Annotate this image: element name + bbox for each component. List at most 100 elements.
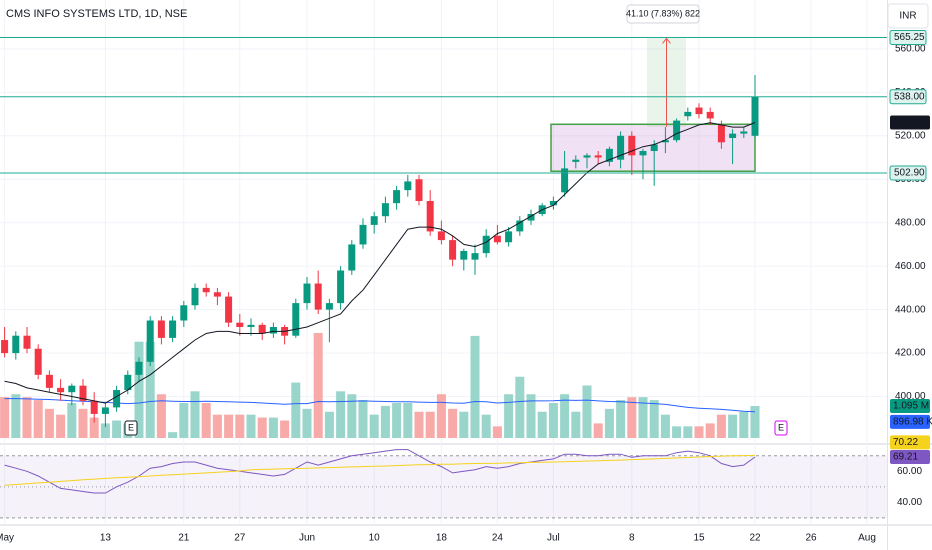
candle-body — [314, 283, 322, 310]
rsi-ma-line — [4, 454, 756, 486]
currency-button[interactable] — [887, 3, 929, 29]
volume-bar — [11, 394, 21, 438]
price-label: 565.25 — [894, 32, 925, 43]
rsi-ma-label-box — [890, 435, 930, 450]
x-tick-label: 13 — [100, 533, 112, 544]
volume-bar — [89, 417, 99, 438]
candle-body — [751, 96, 759, 136]
candle-body — [135, 361, 143, 375]
candle-body — [594, 155, 602, 158]
candle-body — [449, 240, 457, 260]
candle-body — [157, 320, 165, 338]
measure-arrowhead — [662, 37, 671, 44]
candle-body — [124, 374, 132, 391]
volume-bar — [660, 414, 670, 438]
candle-body — [673, 120, 681, 141]
volume-bar — [470, 335, 480, 438]
volume-bar — [268, 417, 278, 438]
earnings-marker: E — [128, 422, 134, 432]
price-label-box — [889, 165, 927, 181]
measure-label-box — [626, 4, 700, 24]
candle-body — [258, 324, 266, 334]
candle-body — [303, 283, 311, 304]
candle-body — [101, 407, 109, 414]
price-label: 538.00 — [894, 91, 925, 102]
volume-bar — [313, 332, 323, 438]
volume-bar — [750, 406, 760, 438]
candle-body — [337, 270, 345, 304]
volume-bar — [649, 400, 659, 438]
volume-bar — [33, 400, 43, 438]
volume-bar — [739, 411, 749, 438]
x-tick-label: 24 — [492, 533, 504, 544]
volume-bar — [336, 391, 346, 438]
candle-body — [247, 324, 255, 328]
volume-bar — [582, 385, 592, 438]
volume-bar — [0, 397, 10, 438]
volume-bar — [257, 417, 267, 438]
volume-bar — [504, 394, 514, 438]
y-tick-label: 460.00 — [895, 261, 926, 272]
volume-bar — [492, 426, 502, 438]
candle-body — [225, 296, 233, 323]
volume-bar — [212, 414, 222, 438]
volume-bar — [291, 382, 301, 438]
candle-body — [561, 168, 569, 193]
currency[interactable]: INR — [899, 11, 916, 22]
volume-label: 1.095 M — [893, 401, 929, 412]
y-tick-label: 480.00 — [895, 217, 926, 228]
volume-bar — [436, 394, 446, 438]
ma-label-box — [890, 115, 930, 130]
y-tick-label: 400.00 — [895, 391, 926, 402]
main-layer — [0, 36, 887, 494]
rsi-label: 69.21 — [893, 452, 918, 463]
volume-bar — [716, 414, 726, 438]
candle-body — [191, 287, 199, 306]
candle-body — [34, 348, 42, 375]
candle-body — [113, 390, 121, 408]
candle-body — [605, 148, 613, 162]
volume-bar — [190, 391, 200, 438]
volume-bar — [560, 394, 570, 438]
volume-bar — [537, 411, 547, 438]
x-tick-label: Jun — [299, 533, 315, 544]
y-tick-label: 560.00 — [895, 44, 926, 55]
volume-bar — [302, 408, 312, 438]
candle-body — [180, 305, 188, 321]
candle-body — [527, 214, 535, 221]
volume-bar — [425, 411, 435, 438]
chart-title: CMS INFO SYSTEMS LTD, 1D, NSE — [6, 8, 187, 20]
volume-bar — [78, 408, 88, 438]
candle-body — [695, 107, 703, 115]
y-tick-label: 420.00 — [895, 348, 926, 359]
candle-body — [516, 220, 524, 232]
volume-bar — [280, 420, 290, 438]
volume-bar — [67, 402, 77, 438]
rsi-tick-label: 60.00 — [897, 466, 922, 477]
price-label-box — [889, 29, 927, 45]
volume-bar — [705, 423, 715, 438]
x-tick-label: 26 — [805, 533, 817, 544]
candle-body — [437, 231, 445, 241]
candle-body — [426, 200, 434, 232]
candle-body — [236, 322, 244, 328]
measure-label: 41.10 (7.83%) 822 — [626, 8, 700, 18]
volume-bar — [571, 411, 581, 438]
volume-bar — [694, 426, 704, 438]
candle-body — [650, 144, 658, 152]
price-label-box — [889, 89, 927, 105]
candle-body — [12, 335, 20, 354]
candle-body — [90, 400, 98, 414]
ma-label: 526.12 — [893, 117, 924, 128]
volume-bar — [515, 376, 525, 438]
candle-body — [348, 244, 356, 271]
candle-body — [79, 385, 87, 401]
x-tick-label: May — [0, 533, 14, 544]
volume-bar — [179, 402, 189, 438]
volume-bar — [201, 402, 211, 438]
x-tick-label: 27 — [234, 533, 246, 544]
volume-ma-label-box — [890, 414, 930, 429]
volume-bar — [324, 411, 334, 438]
volume-ma-label: 896.98 K — [893, 416, 932, 427]
